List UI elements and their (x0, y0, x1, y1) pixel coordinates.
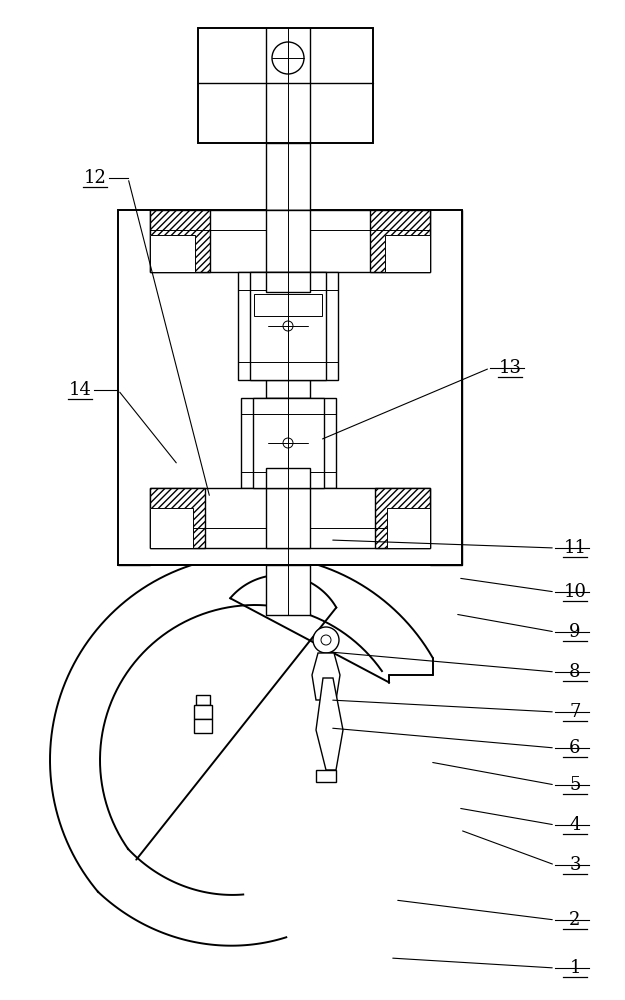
Circle shape (272, 42, 304, 74)
Bar (253, 398, 324, 488)
Bar (266, 210, 310, 272)
Bar (370, 210, 430, 272)
Bar (118, 210, 150, 565)
Bar (196, 695, 210, 705)
Bar (250, 272, 326, 380)
Bar (194, 705, 212, 719)
Bar (266, 272, 310, 292)
Text: 11: 11 (564, 539, 586, 557)
Text: 10: 10 (564, 583, 586, 601)
Bar (266, 565, 310, 615)
Text: 3: 3 (569, 856, 581, 874)
Bar (385, 235, 430, 272)
Bar (254, 294, 322, 316)
Bar (430, 210, 462, 565)
Bar (241, 398, 336, 488)
Text: 9: 9 (569, 623, 581, 641)
Bar (150, 210, 210, 272)
Circle shape (283, 321, 293, 331)
Circle shape (321, 635, 331, 645)
Bar (150, 488, 205, 548)
Bar (266, 488, 310, 548)
Bar (194, 719, 212, 733)
Text: 12: 12 (84, 169, 106, 187)
Bar (150, 488, 430, 548)
Bar (198, 28, 373, 143)
Text: 13: 13 (499, 359, 521, 377)
Bar (387, 508, 430, 548)
Bar (387, 508, 430, 548)
Text: 14: 14 (69, 381, 91, 399)
Bar (266, 380, 310, 398)
Bar (118, 210, 462, 565)
Bar (150, 508, 193, 548)
Text: 6: 6 (569, 739, 581, 757)
Text: 7: 7 (569, 703, 581, 721)
Text: 1: 1 (569, 959, 581, 977)
Text: 8: 8 (569, 663, 581, 681)
Bar (150, 235, 195, 272)
Bar (266, 468, 310, 488)
Text: 5: 5 (569, 776, 581, 794)
Bar (238, 272, 338, 380)
Bar (150, 210, 430, 272)
Polygon shape (316, 678, 343, 770)
Bar (150, 508, 193, 548)
Bar (266, 143, 310, 210)
Bar (385, 235, 430, 272)
Bar (375, 488, 430, 548)
Circle shape (313, 627, 339, 653)
Bar (150, 235, 195, 272)
Bar (316, 770, 336, 782)
Circle shape (283, 438, 293, 448)
Text: 2: 2 (569, 911, 581, 929)
Text: 4: 4 (569, 816, 581, 834)
Polygon shape (312, 653, 340, 700)
